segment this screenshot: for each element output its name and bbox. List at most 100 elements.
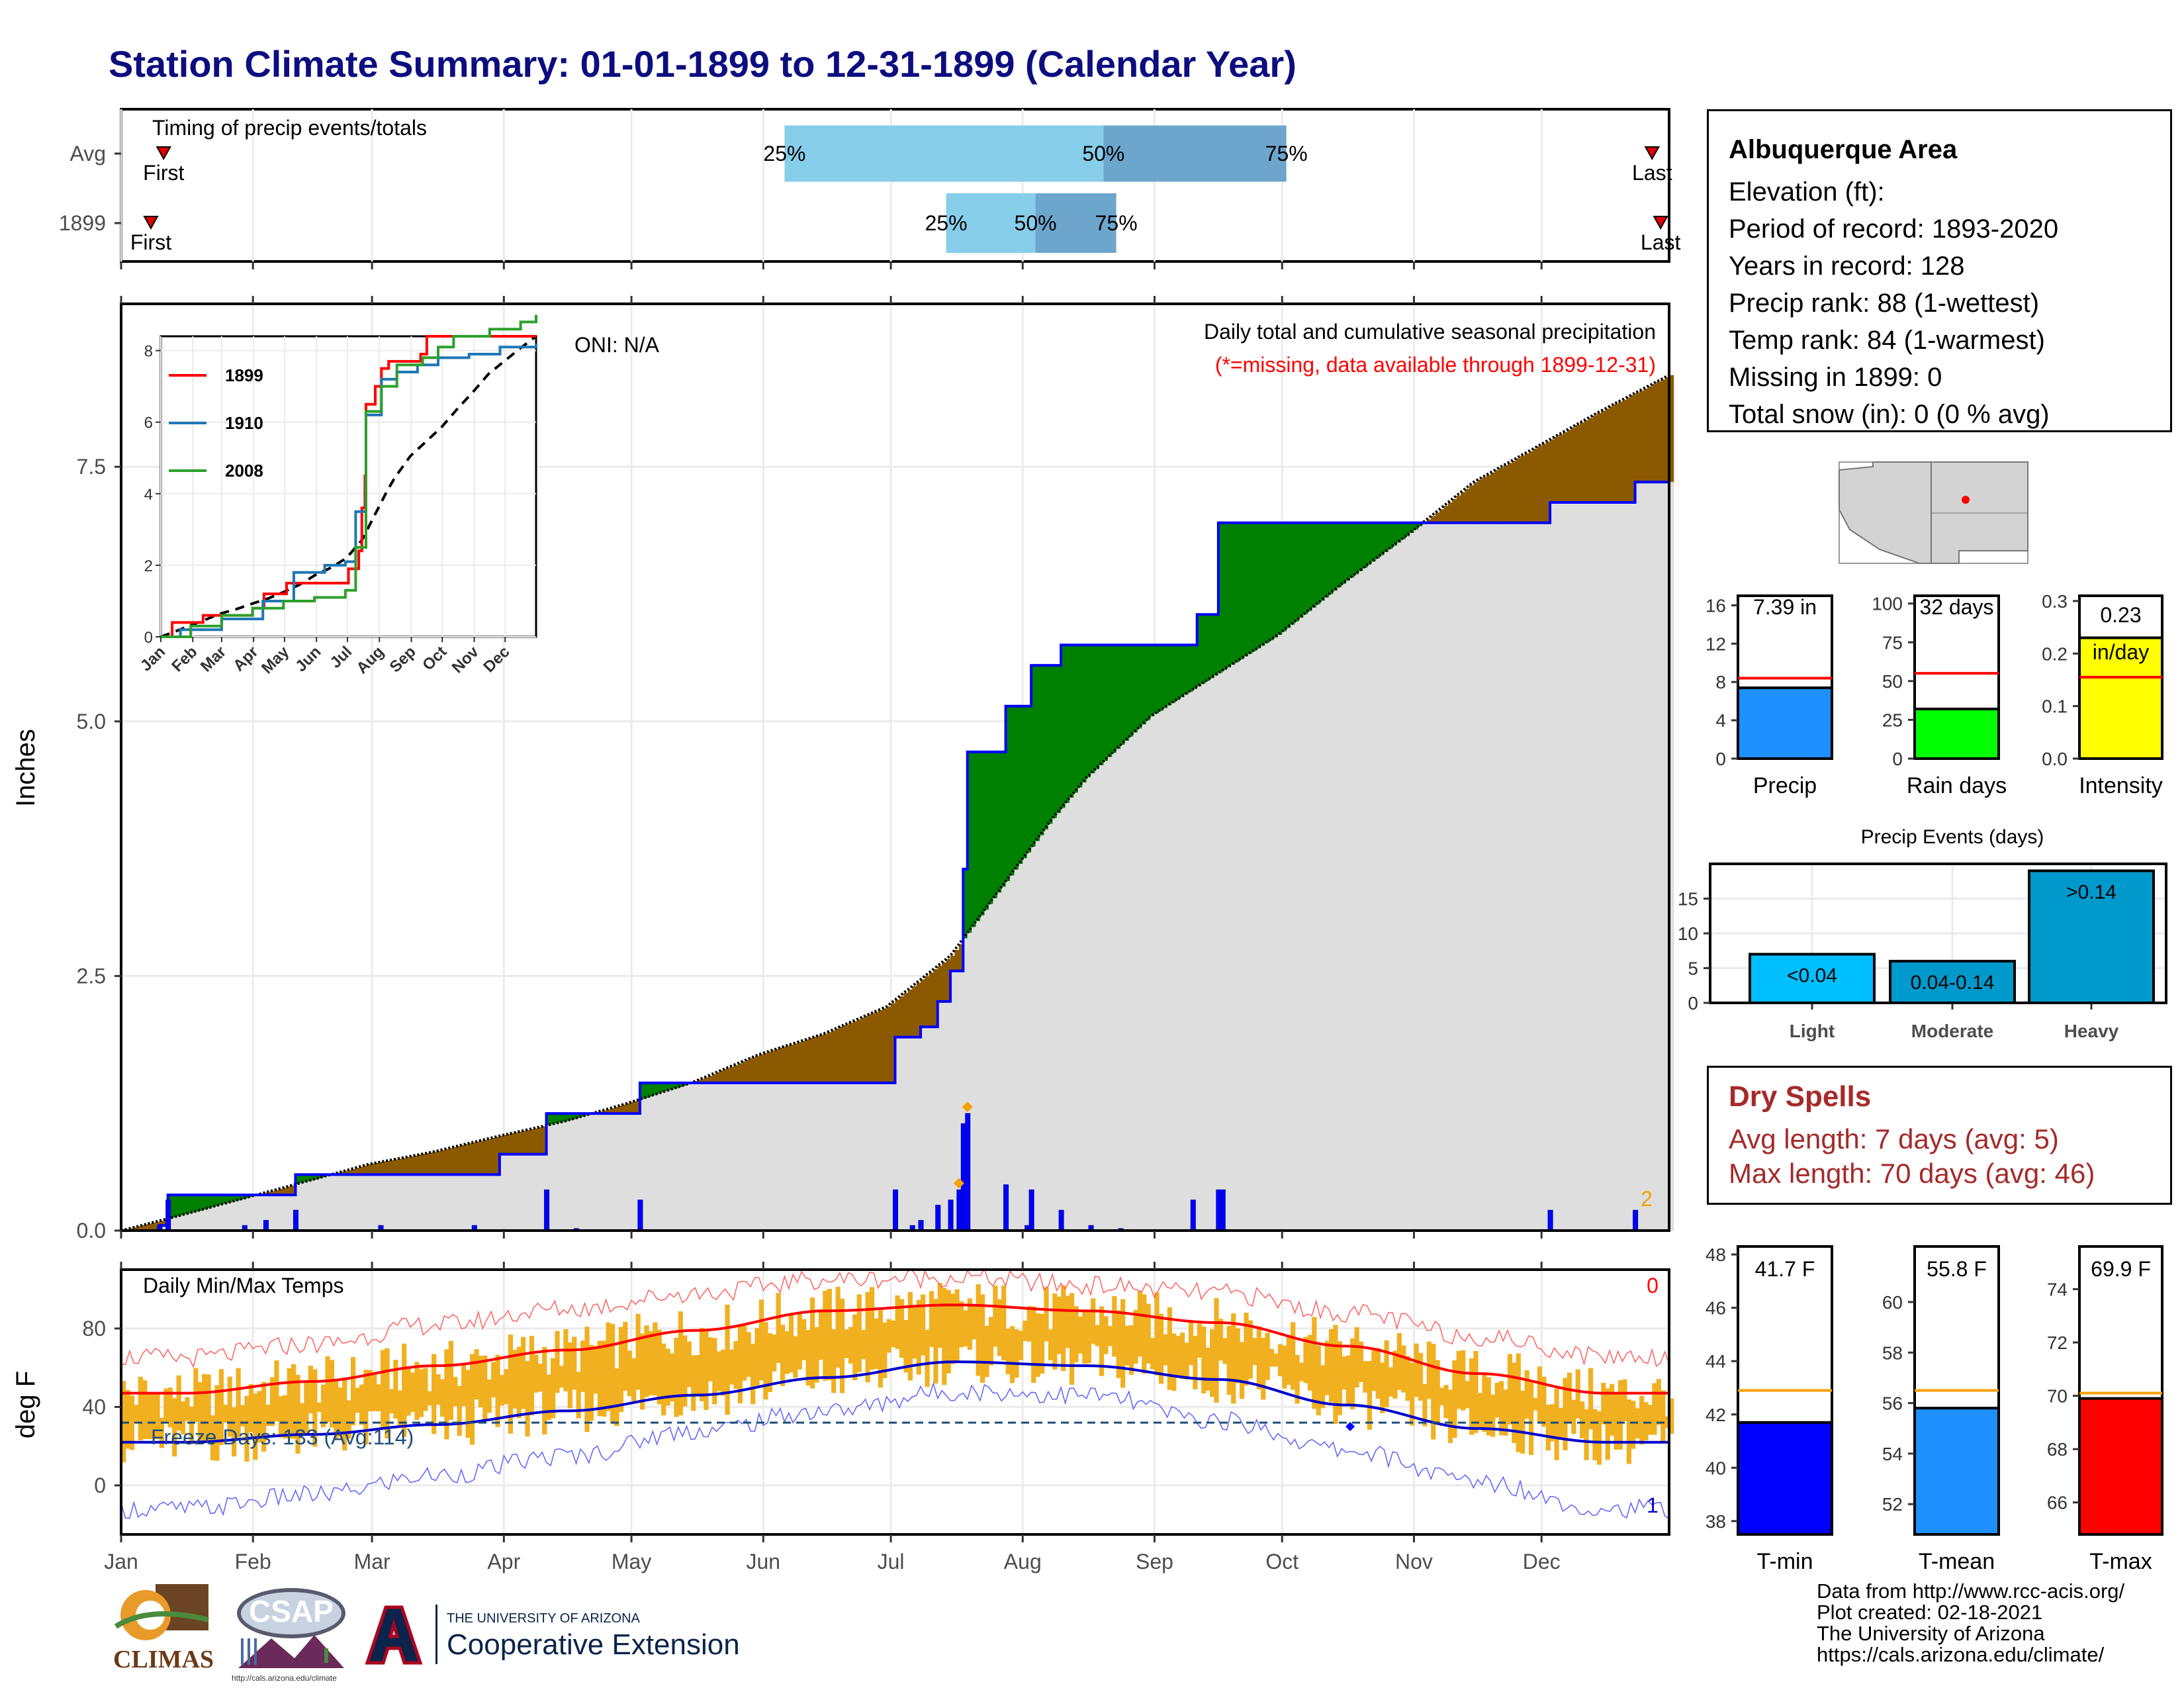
cum-above-average-area [1201, 614, 1206, 684]
cum-base-area [418, 1174, 424, 1231]
temp-daily-range-bar [316, 1402, 322, 1412]
temp-daily-range-bar [521, 1336, 526, 1409]
temp-daily-range-bar [1558, 1408, 1564, 1440]
cum-base-area [1375, 558, 1381, 1231]
cum-base-area [1295, 621, 1300, 1231]
temp-daily-range-bar [809, 1297, 815, 1389]
temp-daily-range-bar [1396, 1333, 1402, 1390]
cum-below-average-area [427, 1152, 432, 1175]
cum-above-average-area [1184, 645, 1189, 695]
cum-above-average-area [1171, 645, 1177, 703]
cum-base-area [984, 910, 989, 1231]
tmin-bar [1737, 1421, 1833, 1536]
info-elevation: Elevation (ft): [1729, 177, 1885, 207]
info-temp-rank: Temp rank: 84 (1-warmest) [1729, 326, 2045, 355]
rain_days-category-label: Rain days [1907, 773, 2007, 798]
temp-daily-range-bar [925, 1330, 930, 1387]
cum-base-area [1537, 522, 1543, 1231]
cum-above-average-area [976, 751, 981, 921]
cum-below-average-area [457, 1146, 462, 1175]
temp-daily-range-bar [499, 1375, 505, 1406]
cum-base-area [674, 1088, 679, 1231]
inset-y-tick-label: 4 [144, 486, 153, 504]
temp-daily-range-bar [355, 1387, 360, 1413]
temp-daily-range-bar [1205, 1347, 1210, 1391]
cum-above-average-area [984, 751, 989, 910]
cum-y-tick-label: 0.0 [77, 1219, 106, 1243]
cum-base-area [376, 1174, 381, 1231]
cum-above-average-area [176, 1195, 181, 1217]
cum-base-area [669, 1090, 675, 1231]
cum-below-average-area [465, 1144, 471, 1175]
cum-base-area [1452, 522, 1457, 1231]
cum-below-average-area [363, 1165, 369, 1175]
temp-daily-range-bar [1610, 1383, 1615, 1436]
cum-below-average-area [397, 1158, 402, 1175]
cum-below-average-area [958, 944, 964, 971]
events-x-tick-label: Light [1790, 1021, 1835, 1041]
temp-daily-range-bar [937, 1283, 942, 1348]
temp-daily-range-bar [797, 1312, 802, 1370]
cum-below-average-area [793, 1043, 798, 1083]
cum-base-area [644, 1098, 649, 1231]
cum-base-area [678, 1087, 684, 1231]
temp-daily-range-bar [1193, 1335, 1198, 1389]
cum-below-average-area [1614, 404, 1619, 502]
cum-base-area [508, 1154, 513, 1231]
cum-below-average-area [283, 1188, 288, 1196]
temp-average-max-line [121, 1303, 1669, 1395]
cum-above-average-area [648, 1082, 654, 1097]
temp-daily-range-bar [1239, 1342, 1245, 1399]
temp-daily-range-bar [283, 1395, 288, 1438]
cum-above-average-area [312, 1174, 318, 1180]
temp-daily-range-bar [385, 1348, 390, 1439]
cum-above-average-area [1295, 522, 1300, 622]
temp-daily-range-bar [644, 1325, 649, 1397]
cum-above-average-area [1256, 522, 1261, 649]
temp-daily-range-bar [856, 1294, 862, 1372]
temp-daily-range-bar [1291, 1322, 1296, 1390]
cum-base-area [1669, 482, 1674, 1231]
cum-base-area [1269, 640, 1275, 1231]
temp-daily-range-bar [206, 1374, 211, 1442]
temp-daily-range-bar [1410, 1362, 1415, 1426]
cum-base-area [1201, 683, 1206, 1231]
temp-daily-range-bar [1605, 1388, 1610, 1460]
temp-daily-range-bar [614, 1368, 619, 1427]
cum-base-area [248, 1197, 254, 1231]
cum-base-area [844, 1082, 849, 1231]
tmean-value-label: 55.8 F [1927, 1257, 1987, 1281]
cum-above-average-area [1244, 522, 1249, 657]
timing-chart: Timing of precip events/totals Avg 25% 50% 7… [59, 108, 1681, 269]
cum-y-tick-label: 5.0 [77, 710, 106, 733]
cum-base-area [240, 1199, 246, 1231]
temp-daily-range-bar [844, 1329, 849, 1358]
temp-daily-range-bar [236, 1368, 241, 1438]
cum-base-area [342, 1174, 347, 1231]
cum-above-average-area [1358, 522, 1364, 571]
cum-below-average-area [823, 1034, 828, 1083]
temp-daily-range-bar [963, 1310, 968, 1346]
cum-below-average-area [950, 955, 956, 971]
temp-daily-range-bar [533, 1354, 539, 1393]
temp-daily-range-bar [997, 1299, 1002, 1356]
cum-above-average-area [232, 1195, 237, 1202]
temp-daily-range-bar [1082, 1310, 1087, 1364]
temp-daily-range-bar [197, 1382, 203, 1442]
cum-below-average-area [1554, 437, 1559, 502]
temp-daily-range-bar [1367, 1361, 1372, 1430]
cum-above-average-area [240, 1195, 246, 1199]
cum-below-average-area [355, 1168, 360, 1175]
timing-row-label: Avg [69, 142, 106, 165]
rain_days-y-tick-label: 50 [1882, 671, 1903, 692]
cum-below-average-area [1541, 444, 1547, 523]
cum-base-area [704, 1082, 709, 1231]
cum-base-area [1363, 568, 1368, 1231]
cum-base-area [716, 1082, 721, 1231]
cum-above-average-area [180, 1195, 186, 1215]
temp-daily-range-bar [185, 1397, 190, 1421]
temp-daily-range-bar [1380, 1362, 1385, 1413]
cum-base-area [772, 1082, 777, 1231]
temp-average-min-line [121, 1360, 1669, 1444]
